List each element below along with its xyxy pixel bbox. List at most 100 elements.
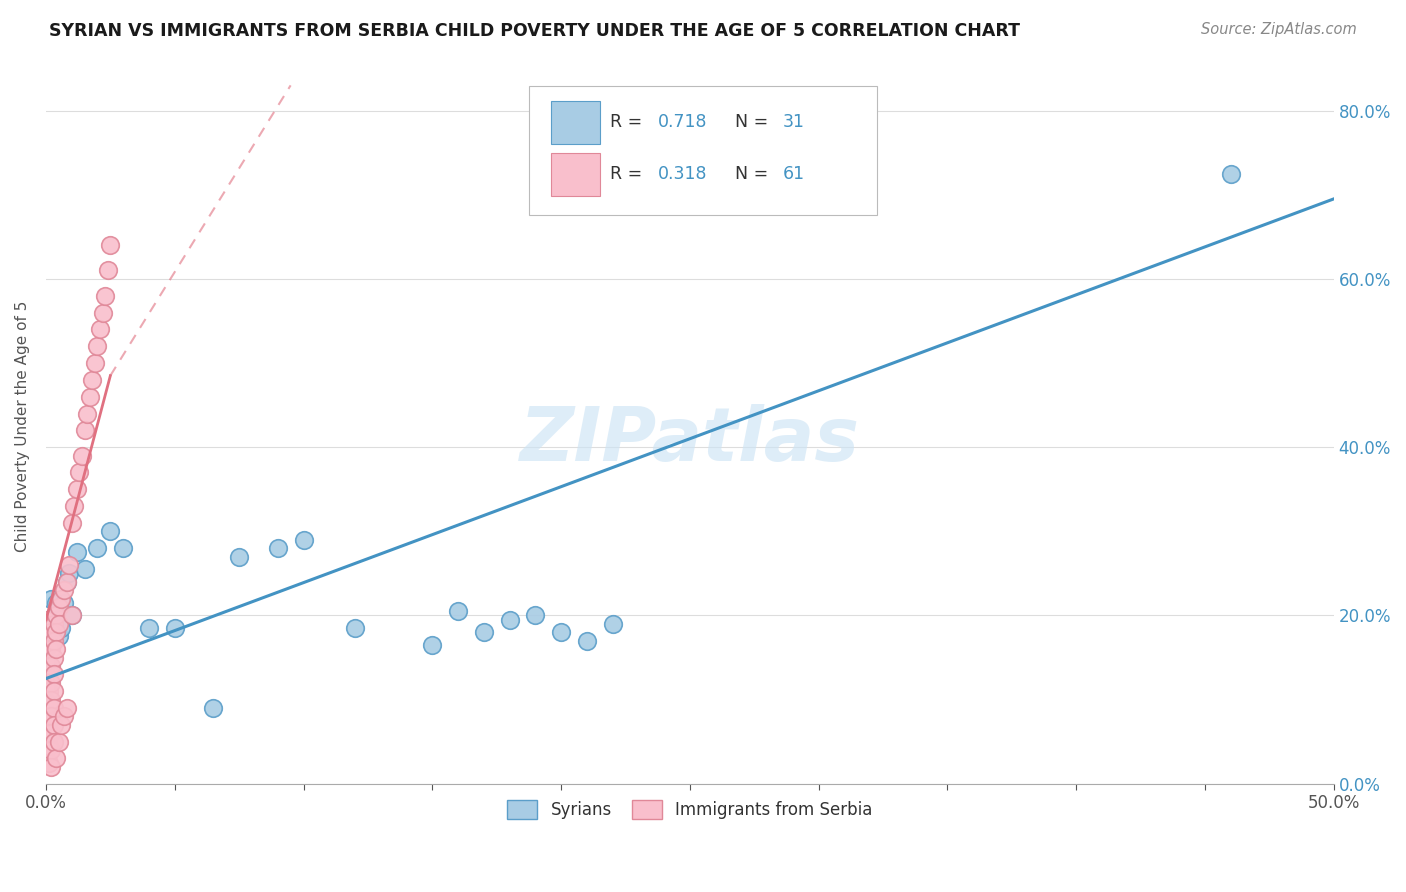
Point bbox=[112, 541, 135, 556]
Point bbox=[35, 613, 58, 627]
Point bbox=[51, 718, 73, 732]
Point bbox=[575, 633, 598, 648]
Point bbox=[35, 667, 58, 681]
Point bbox=[39, 625, 62, 640]
Point bbox=[38, 613, 60, 627]
Point bbox=[1219, 167, 1241, 181]
Point bbox=[38, 756, 60, 770]
Point bbox=[45, 596, 67, 610]
Point bbox=[472, 625, 495, 640]
Point bbox=[94, 289, 117, 303]
Point bbox=[38, 739, 60, 753]
Point bbox=[83, 356, 105, 370]
Point bbox=[524, 608, 547, 623]
Point bbox=[42, 734, 65, 748]
Point bbox=[98, 238, 121, 252]
Point bbox=[63, 499, 86, 513]
Point bbox=[38, 726, 60, 740]
Point bbox=[42, 667, 65, 681]
Point bbox=[66, 545, 89, 559]
Point bbox=[58, 566, 80, 581]
Point bbox=[45, 642, 67, 657]
Point bbox=[60, 608, 83, 623]
Point bbox=[66, 482, 89, 496]
Point bbox=[82, 373, 104, 387]
Point bbox=[35, 655, 58, 669]
Point bbox=[55, 574, 77, 589]
Point bbox=[39, 709, 62, 723]
Point bbox=[35, 680, 58, 694]
Point bbox=[35, 630, 58, 644]
Point bbox=[39, 675, 62, 690]
Point bbox=[58, 558, 80, 572]
Point bbox=[42, 718, 65, 732]
Point bbox=[42, 633, 65, 648]
Point bbox=[53, 596, 76, 610]
Point bbox=[48, 600, 70, 615]
Text: SYRIAN VS IMMIGRANTS FROM SERBIA CHILD POVERTY UNDER THE AGE OF 5 CORRELATION CH: SYRIAN VS IMMIGRANTS FROM SERBIA CHILD P… bbox=[49, 22, 1021, 40]
Point bbox=[48, 616, 70, 631]
Point bbox=[53, 583, 76, 598]
Text: Source: ZipAtlas.com: Source: ZipAtlas.com bbox=[1201, 22, 1357, 37]
Point bbox=[38, 659, 60, 673]
Point bbox=[70, 449, 93, 463]
Point bbox=[73, 423, 96, 437]
Point bbox=[447, 604, 470, 618]
Point bbox=[292, 533, 315, 547]
Point bbox=[53, 709, 76, 723]
Text: 0.718: 0.718 bbox=[658, 113, 707, 131]
Point bbox=[69, 466, 91, 480]
Point bbox=[98, 524, 121, 539]
Text: 31: 31 bbox=[783, 113, 804, 131]
Point bbox=[48, 630, 70, 644]
Point bbox=[39, 726, 62, 740]
Point bbox=[89, 322, 111, 336]
Point bbox=[76, 407, 98, 421]
Point bbox=[39, 642, 62, 657]
Point bbox=[202, 701, 225, 715]
Point bbox=[86, 541, 108, 556]
Point bbox=[39, 659, 62, 673]
Point bbox=[42, 701, 65, 715]
Point bbox=[79, 390, 101, 404]
Point bbox=[38, 638, 60, 652]
Point bbox=[138, 621, 160, 635]
Point bbox=[51, 621, 73, 635]
Point bbox=[45, 751, 67, 765]
Text: R =: R = bbox=[610, 113, 648, 131]
Point bbox=[39, 692, 62, 706]
Text: N =: N = bbox=[735, 113, 773, 131]
Point bbox=[42, 650, 65, 665]
Point bbox=[38, 697, 60, 711]
Point bbox=[55, 701, 77, 715]
FancyBboxPatch shape bbox=[551, 153, 600, 196]
Point bbox=[42, 616, 65, 631]
Point bbox=[55, 574, 77, 589]
Point bbox=[38, 714, 60, 728]
Point bbox=[42, 616, 65, 631]
Point bbox=[550, 625, 572, 640]
Point bbox=[343, 621, 366, 635]
Point bbox=[267, 541, 290, 556]
Point bbox=[163, 621, 186, 635]
Point bbox=[60, 516, 83, 530]
Point bbox=[39, 743, 62, 757]
Text: 0.318: 0.318 bbox=[658, 165, 707, 184]
Point bbox=[45, 608, 67, 623]
Point bbox=[498, 613, 520, 627]
Legend: Syrians, Immigrants from Serbia: Syrians, Immigrants from Serbia bbox=[501, 793, 879, 825]
Point bbox=[97, 263, 120, 277]
Point bbox=[73, 562, 96, 576]
Point bbox=[39, 591, 62, 606]
FancyBboxPatch shape bbox=[529, 87, 876, 215]
Point bbox=[39, 760, 62, 774]
Text: N =: N = bbox=[735, 165, 773, 184]
Point bbox=[60, 608, 83, 623]
Point bbox=[91, 305, 114, 319]
Point bbox=[602, 616, 624, 631]
Text: 61: 61 bbox=[783, 165, 804, 184]
Point bbox=[420, 638, 443, 652]
Point bbox=[51, 591, 73, 606]
Point bbox=[42, 684, 65, 698]
Point bbox=[45, 625, 67, 640]
